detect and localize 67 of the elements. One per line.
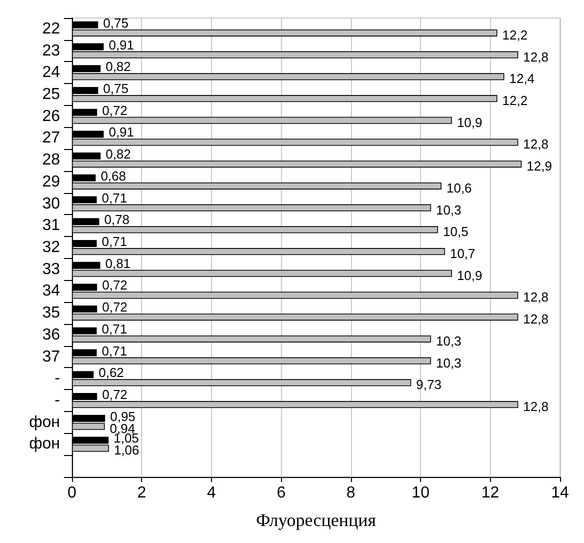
y-tick-label: 28 [42, 152, 60, 169]
data-label: 0,91 [108, 37, 134, 52]
y-tick-label: 30 [42, 195, 60, 212]
data-label: 0,62 [98, 365, 124, 380]
y-tick-label: фон [29, 436, 60, 453]
y-tick-label: 33 [42, 260, 60, 278]
data-label: 12,8 [523, 399, 548, 414]
data-label: 0,68 [100, 168, 126, 184]
data-label: 0,71 [102, 343, 128, 358]
x-tick-label: 14 [551, 484, 569, 502]
data-label: 10,7 [450, 246, 476, 262]
data-label: 0,71 [102, 190, 128, 206]
data-label: 1,06 [114, 442, 140, 458]
data-label: 12,2 [502, 27, 528, 42]
y-tick-label: 23 [42, 42, 60, 60]
data-label: 12,2 [502, 93, 528, 108]
data-label: 10,3 [436, 355, 462, 370]
data-label: 9,73 [416, 377, 442, 392]
data-label: 0,95 [110, 408, 136, 424]
data-label: 0,82 [106, 59, 131, 74]
y-tick-label: 25 [42, 86, 60, 103]
data-label: 12,9 [526, 158, 552, 174]
y-tick-label: 37 [42, 348, 60, 366]
y-tick-label: фон [29, 414, 60, 431]
data-label: 0,72 [102, 386, 128, 402]
x-tick-label: 0 [68, 484, 77, 502]
x-axis-title: Флуоресценция [256, 510, 376, 530]
data-label: 0,75 [103, 15, 128, 30]
data-label: 10,9 [456, 114, 482, 130]
data-label: 0,72 [102, 102, 128, 118]
x-tick-label: 8 [346, 484, 356, 502]
y-tick-label: 31 [42, 217, 60, 234]
x-tick-label: 4 [206, 484, 216, 502]
y-tick-label: 36 [42, 326, 60, 344]
data-label: 0,91 [108, 124, 134, 140]
data-label: 12,8 [523, 290, 548, 305]
y-tick-label: 27 [42, 130, 60, 147]
x-tick-label: 10 [412, 484, 430, 502]
y-tick-label: 34 [42, 282, 60, 300]
y-tick-label: 32 [42, 239, 60, 256]
data-label: 0,71 [102, 321, 128, 336]
data-label: 0,78 [104, 212, 130, 228]
data-label: 0,81 [105, 256, 131, 271]
data-label: 10,6 [446, 180, 472, 196]
data-label: 0,72 [102, 278, 128, 293]
data-label: 10,5 [443, 224, 468, 240]
data-label: 0,72 [102, 300, 128, 315]
data-label: 12,8 [523, 49, 548, 64]
data-label: 10,3 [436, 333, 462, 348]
data-label: 0,82 [106, 146, 131, 162]
y-tick-label: 24 [42, 64, 60, 82]
x-tick-label: 12 [481, 484, 500, 502]
data-label: 12,8 [523, 312, 548, 327]
data-label: 10,9 [456, 268, 482, 283]
data-label: 0,75 [103, 80, 128, 96]
data-label: 10,3 [436, 202, 462, 218]
x-tick-label: 2 [137, 484, 146, 502]
y-tick-label: 26 [42, 108, 60, 125]
y-tick-label: 22 [42, 20, 60, 38]
y-tick-label: - [54, 370, 60, 388]
y-tick-label: - [54, 392, 60, 409]
x-tick-label: 6 [276, 484, 286, 502]
data-label: 12,8 [523, 136, 548, 152]
y-tick-label: 29 [42, 173, 60, 190]
y-tick-label: 35 [42, 304, 60, 322]
data-label: 12,4 [509, 71, 535, 86]
data-label: 0,71 [102, 234, 128, 249]
